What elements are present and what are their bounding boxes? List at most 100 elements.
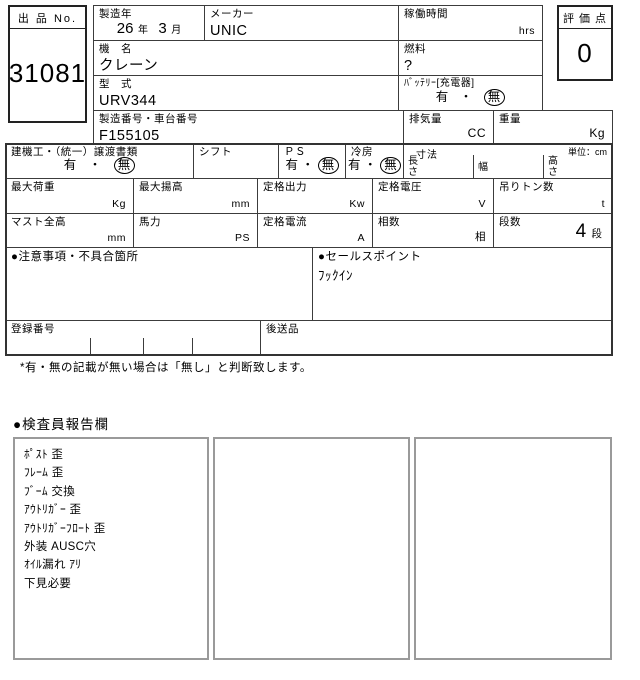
registration-tick-3 <box>192 338 193 355</box>
hours-label: 稼働時間 <box>404 8 448 20</box>
dimensions-divider-2 <box>543 155 544 178</box>
battery-yes: 有 <box>435 89 450 104</box>
registration-label: 登録番号 <box>11 323 55 335</box>
model-label: 型 式 <box>99 78 132 90</box>
transfer-docs-separator: ・ <box>88 157 103 172</box>
cell-horsepower: 馬力 PS <box>133 213 258 248</box>
registration-tick-1 <box>90 338 91 355</box>
cell-fuel: 燃料 ? <box>398 40 543 76</box>
ps-yes-no: 有 ・ 無 <box>279 154 345 174</box>
horsepower-unit: PS <box>234 232 250 244</box>
cell-dimensions: 寸法 単位：cm 長さ 幅 高さ <box>403 143 613 179</box>
mast-height-unit: mm <box>107 232 126 244</box>
aircon-separator: ・ <box>364 157 377 172</box>
model-value: URV344 <box>99 93 157 110</box>
cell-battery: ﾊﾞｯﾃﾘｰ[充電器] 有 ・ 無 <box>398 75 543 111</box>
serial-value: F155105 <box>99 128 160 144</box>
cell-displacement: 排気量 CC <box>403 110 494 144</box>
lot-number-label: 出 品 No. <box>10 7 85 29</box>
cell-rated-output: 定格出力 Kw <box>257 178 373 214</box>
displacement-label: 排気量 <box>409 113 442 125</box>
registration-tick-2 <box>143 338 144 355</box>
later-items-label: 後送品 <box>266 323 299 335</box>
cell-rated-voltage: 定格電圧 V <box>372 178 494 214</box>
aircon-yes-no: 有 ・ 無 <box>346 154 403 174</box>
cell-maker: メーカー UNIC <box>204 5 399 41</box>
dimensions-divider-1 <box>473 155 474 178</box>
dimensions-width-label: 幅 <box>478 162 488 173</box>
rated-voltage-label: 定格電圧 <box>378 181 422 193</box>
report-line: ﾌﾞｰﾑ 交換 <box>24 485 75 498</box>
cell-hook-tons: 吊りトン数 t <box>493 178 613 214</box>
rated-current-unit: A <box>357 232 365 244</box>
inspector-report-title: ●検査員報告欄 <box>13 417 110 432</box>
inspector-report-box-3 <box>414 437 612 660</box>
cell-registration: 登録番号 <box>5 320 261 356</box>
cell-stages: 段数 4 段 <box>493 213 613 248</box>
cell-hours: 稼働時間 hrs <box>398 5 543 41</box>
cell-weight: 重量 Kg <box>493 110 613 144</box>
cell-transfer-docs: 建機工・（統一）譲渡書類 有 ・ 無 <box>5 143 194 179</box>
report-line: 下見必要 <box>24 577 72 590</box>
cell-phases: 相数 相 <box>372 213 494 248</box>
cell-model: 型 式 URV344 <box>93 75 399 111</box>
max-load-label: 最大荷重 <box>11 181 55 193</box>
mfg-month-number: 3 <box>158 20 167 38</box>
cell-max-lift: 最大揚高 mm <box>133 178 258 214</box>
cell-serial: 製造番号・車台番号 F155105 <box>93 110 404 144</box>
mfg-year-label: 製造年 <box>99 8 132 20</box>
dimensions-length-label: 長さ <box>408 156 418 178</box>
cell-rated-current: 定格電流 A <box>257 213 373 248</box>
max-load-unit: Kg <box>112 198 126 210</box>
score-label: 評 価 点 <box>559 7 611 29</box>
phases-label: 相数 <box>378 216 400 228</box>
rated-output-unit: Kw <box>349 198 365 210</box>
cell-caution: ●注意事項・不具合箇所 <box>5 247 313 321</box>
weight-unit: Kg <box>589 126 605 140</box>
phases-unit: 相 <box>475 231 486 243</box>
report-line: ﾌﾚｰﾑ 歪 <box>24 467 64 480</box>
lot-number-box: 出 品 No. 31081 <box>8 5 87 123</box>
weight-label: 重量 <box>499 113 521 125</box>
stages-unit: 段 <box>591 228 603 240</box>
ps-separator: ・ <box>301 157 315 172</box>
battery-yes-no: 有 ・ 無 <box>399 86 542 106</box>
maker-value: UNIC <box>210 23 248 40</box>
dimensions-label: 寸法 <box>416 150 438 161</box>
horsepower-label: 馬力 <box>139 216 161 228</box>
stages-number: 4 <box>575 221 587 242</box>
cell-machine-name: 機 名 クレーン <box>93 40 399 76</box>
mfg-year-number: 26 <box>116 20 134 38</box>
ps-label: ＰＳ <box>284 146 306 158</box>
maker-label: メーカー <box>210 8 254 20</box>
max-lift-label: 最大揚高 <box>139 181 183 193</box>
lot-number-value: 31081 <box>8 57 87 88</box>
battery-no-circled: 無 <box>483 88 506 106</box>
aircon-label: 冷房 <box>351 146 373 158</box>
cell-mast-height: マスト全高 mm <box>5 213 134 248</box>
displacement-unit: CC <box>467 126 486 140</box>
dimensions-height-label: 高さ <box>548 156 558 178</box>
mast-height-label: マスト全高 <box>11 216 66 228</box>
rated-current-label: 定格電流 <box>263 216 307 228</box>
sales-point-value: ﾌｯｸｲﾝ <box>318 268 353 284</box>
fuel-label: 燃料 <box>404 43 426 55</box>
score-box: 評 価 点 0 <box>557 5 613 81</box>
battery-label: ﾊﾞｯﾃﾘｰ[充電器] <box>404 78 475 89</box>
cell-aircon: 冷房 有 ・ 無 <box>345 143 404 179</box>
transfer-docs-yes-no: 有 ・ 無 <box>6 154 193 174</box>
mfg-year-unit: 年 <box>137 25 148 37</box>
rated-output-label: 定格出力 <box>263 181 307 193</box>
serial-label: 製造番号・車台番号 <box>99 113 198 125</box>
transfer-docs-no-circled: 無 <box>113 156 136 174</box>
cell-ps: ＰＳ 有 ・ 無 <box>278 143 346 179</box>
hours-unit: hrs <box>518 25 535 37</box>
transfer-docs-label: 建機工・（統一）譲渡書類 <box>11 146 138 158</box>
report-line: ｱｳﾄﾘｶﾞｰ 歪 <box>24 504 82 517</box>
dimensions-unit-note: 単位：cm <box>568 147 607 157</box>
inspector-report-box-1: ﾎﾟｽﾄ 歪 ﾌﾚｰﾑ 歪 ﾌﾞｰﾑ 交換 ｱｳﾄﾘｶﾞｰ 歪 ｱｳﾄﾘｶﾞｰﾌ… <box>13 437 209 660</box>
stages-label: 段数 <box>499 216 521 228</box>
cell-later-items: 後送品 <box>260 320 613 356</box>
cell-max-load: 最大荷重 Kg <box>5 178 134 214</box>
report-line: ｵｲﾙ漏れ ｱﾘ <box>24 559 82 572</box>
